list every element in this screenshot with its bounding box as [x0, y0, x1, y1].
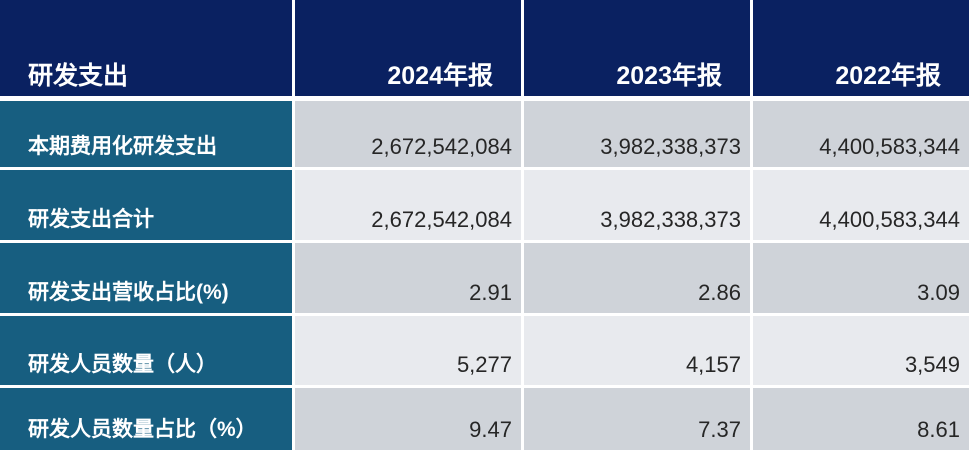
row-label: 研发人员数量（人） — [0, 316, 292, 385]
table-row: 研发支出合计 2,672,542,084 3,982,338,373 4,400… — [0, 170, 969, 240]
value-cell: 4,400,583,344 — [753, 170, 969, 240]
value-cell: 3.09 — [753, 243, 969, 313]
table-title: 研发支出 — [0, 0, 292, 96]
table-row: 研发人员数量占比（%） 9.47 7.37 8.61 — [0, 388, 969, 450]
value-cell: 2,672,542,084 — [295, 170, 521, 240]
col-header-2022: 2022年报 — [753, 0, 969, 96]
table-row: 研发人员数量（人） 5,277 4,157 3,549 — [0, 316, 969, 385]
value-cell: 7.37 — [524, 388, 750, 450]
value-cell: 5,277 — [295, 316, 521, 385]
value-cell: 3,982,338,373 — [524, 101, 750, 167]
row-label: 研发人员数量占比（%） — [0, 388, 292, 450]
row-label: 研发支出营收占比(%) — [0, 243, 292, 313]
value-cell: 3,982,338,373 — [524, 170, 750, 240]
value-cell: 8.61 — [753, 388, 969, 450]
row-label: 本期费用化研发支出 — [0, 101, 292, 167]
col-header-2024: 2024年报 — [295, 0, 521, 96]
table-row: 本期费用化研发支出 2,672,542,084 3,982,338,373 4,… — [0, 101, 969, 167]
value-cell: 4,400,583,344 — [753, 101, 969, 167]
row-label: 研发支出合计 — [0, 170, 292, 240]
col-header-2023: 2023年报 — [524, 0, 750, 96]
value-cell: 9.47 — [295, 388, 521, 450]
value-cell: 2,672,542,084 — [295, 101, 521, 167]
value-cell: 3,549 — [753, 316, 969, 385]
value-cell: 4,157 — [524, 316, 750, 385]
value-cell: 2.86 — [524, 243, 750, 313]
value-cell: 2.91 — [295, 243, 521, 313]
table-row: 研发支出营收占比(%) 2.91 2.86 3.09 — [0, 243, 969, 313]
table-header-row: 研发支出 2024年报 2023年报 2022年报 — [0, 0, 969, 96]
